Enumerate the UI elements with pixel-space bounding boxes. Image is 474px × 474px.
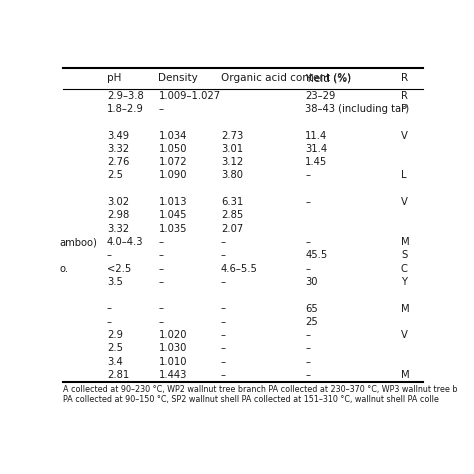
Text: 4.6–5.5: 4.6–5.5 <box>221 264 258 273</box>
Text: –: – <box>158 237 164 247</box>
Text: 2.07: 2.07 <box>221 224 243 234</box>
Text: –: – <box>221 330 226 340</box>
Text: o.: o. <box>59 264 68 273</box>
Text: –: – <box>305 264 310 273</box>
Text: –: – <box>221 237 226 247</box>
Text: 23–29: 23–29 <box>305 91 336 100</box>
Text: 6.31: 6.31 <box>221 197 243 207</box>
Text: –: – <box>221 370 226 380</box>
Text: –: – <box>158 264 164 273</box>
Text: –: – <box>221 250 226 260</box>
Text: –: – <box>221 357 226 367</box>
Text: amboo): amboo) <box>59 237 97 247</box>
Text: 1.013: 1.013 <box>158 197 187 207</box>
Text: 2.5: 2.5 <box>107 171 123 181</box>
Text: P: P <box>401 104 407 114</box>
Text: pH: pH <box>107 73 121 83</box>
Text: M: M <box>401 303 410 313</box>
Text: –: – <box>107 303 112 313</box>
Text: –: – <box>107 317 112 327</box>
Text: V: V <box>401 130 408 141</box>
Text: 1.072: 1.072 <box>158 157 187 167</box>
Text: 31.4: 31.4 <box>305 144 328 154</box>
Text: –: – <box>221 317 226 327</box>
Text: L: L <box>401 171 406 181</box>
Text: 3.12: 3.12 <box>221 157 243 167</box>
Text: C: C <box>401 264 408 273</box>
Text: 1.8–2.9: 1.8–2.9 <box>107 104 144 114</box>
Text: –: – <box>305 344 310 354</box>
Text: R: R <box>401 91 408 100</box>
Text: –: – <box>305 357 310 367</box>
Text: 1.030: 1.030 <box>158 344 187 354</box>
Text: –: – <box>305 330 310 340</box>
Text: 2.98: 2.98 <box>107 210 129 220</box>
Text: 1.090: 1.090 <box>158 171 187 181</box>
Text: 65: 65 <box>305 303 318 313</box>
Text: 1.45: 1.45 <box>305 157 328 167</box>
Text: V: V <box>401 197 408 207</box>
Text: –: – <box>158 104 164 114</box>
Text: 1.035: 1.035 <box>158 224 187 234</box>
Text: 3.80: 3.80 <box>221 171 243 181</box>
Text: M: M <box>401 370 410 380</box>
Text: –: – <box>305 237 310 247</box>
Text: 3.32: 3.32 <box>107 224 129 234</box>
Text: –: – <box>221 303 226 313</box>
Text: –: – <box>158 303 164 313</box>
Text: 2.81: 2.81 <box>107 370 129 380</box>
Text: A collected at 90–230 °C, WP2 wallnut tree branch PA collected at 230–370 °C, WP: A collected at 90–230 °C, WP2 wallnut tr… <box>63 385 457 394</box>
Text: 3.5: 3.5 <box>107 277 123 287</box>
Text: S: S <box>401 250 407 260</box>
Text: –: – <box>158 277 164 287</box>
Text: 25: 25 <box>305 317 318 327</box>
Text: M: M <box>401 237 410 247</box>
Text: PA collected at 90–150 °C, SP2 wallnut shell PA collected at 151–310 °C, wallnut: PA collected at 90–150 °C, SP2 wallnut s… <box>63 395 439 404</box>
Text: 2.73: 2.73 <box>221 130 243 141</box>
Text: 1.443: 1.443 <box>158 370 187 380</box>
Text: –: – <box>158 250 164 260</box>
Text: 3.4: 3.4 <box>107 357 123 367</box>
Text: –: – <box>221 344 226 354</box>
Text: 4.0–4.3: 4.0–4.3 <box>107 237 144 247</box>
Text: –: – <box>305 171 310 181</box>
Text: 45.5: 45.5 <box>305 250 328 260</box>
Text: R: R <box>401 73 408 83</box>
Text: 2.9: 2.9 <box>107 330 123 340</box>
Text: 3.02: 3.02 <box>107 197 129 207</box>
Text: –: – <box>221 277 226 287</box>
Text: 2.9–3.8: 2.9–3.8 <box>107 91 144 100</box>
Text: 1.020: 1.020 <box>158 330 187 340</box>
Text: –: – <box>305 370 310 380</box>
Text: Density: Density <box>158 73 198 83</box>
Text: –: – <box>107 250 112 260</box>
Text: 1.050: 1.050 <box>158 144 187 154</box>
Text: Yield (%): Yield (%) <box>305 73 351 83</box>
Text: 3.49: 3.49 <box>107 130 129 141</box>
Text: <2.5: <2.5 <box>107 264 131 273</box>
Text: 2.76: 2.76 <box>107 157 129 167</box>
Text: 11.4: 11.4 <box>305 130 328 141</box>
Text: 3.32: 3.32 <box>107 144 129 154</box>
Text: –: – <box>158 317 164 327</box>
Text: 1.034: 1.034 <box>158 130 187 141</box>
Text: 1.010: 1.010 <box>158 357 187 367</box>
Text: Y: Y <box>401 277 407 287</box>
Text: 38–43 (including tar): 38–43 (including tar) <box>305 104 410 114</box>
Text: 30: 30 <box>305 277 318 287</box>
Text: –: – <box>305 197 310 207</box>
Text: Organic acid content (%): Organic acid content (%) <box>221 73 351 83</box>
Text: 2.5: 2.5 <box>107 344 123 354</box>
Text: 1.045: 1.045 <box>158 210 187 220</box>
Text: 3.01: 3.01 <box>221 144 243 154</box>
Text: 2.85: 2.85 <box>221 210 243 220</box>
Text: 1.009–1.027: 1.009–1.027 <box>158 91 220 100</box>
Text: V: V <box>401 330 408 340</box>
